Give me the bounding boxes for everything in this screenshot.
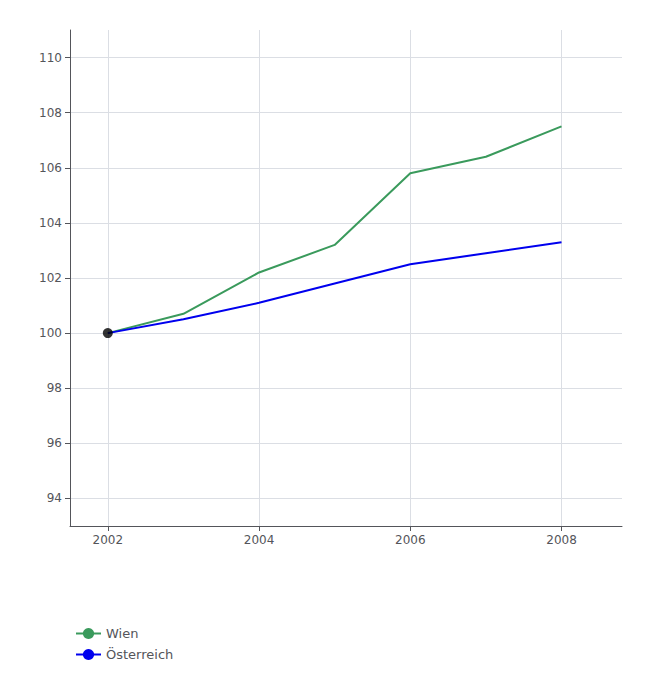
- svg-text:108: 108: [39, 106, 62, 120]
- svg-text:2008: 2008: [546, 533, 577, 547]
- svg-text:Wien: Wien: [106, 626, 138, 641]
- svg-text:106: 106: [39, 161, 62, 175]
- svg-text:2002: 2002: [93, 533, 124, 547]
- svg-text:96: 96: [47, 436, 62, 450]
- svg-text:98: 98: [47, 381, 62, 395]
- svg-text:104: 104: [39, 216, 62, 230]
- svg-text:110: 110: [39, 51, 62, 65]
- svg-text:Österreich: Österreich: [106, 646, 173, 662]
- svg-text:102: 102: [39, 271, 62, 285]
- svg-text:94: 94: [47, 491, 62, 505]
- svg-text:2006: 2006: [395, 533, 426, 547]
- svg-text:100: 100: [39, 326, 62, 340]
- svg-text:2004: 2004: [244, 533, 275, 547]
